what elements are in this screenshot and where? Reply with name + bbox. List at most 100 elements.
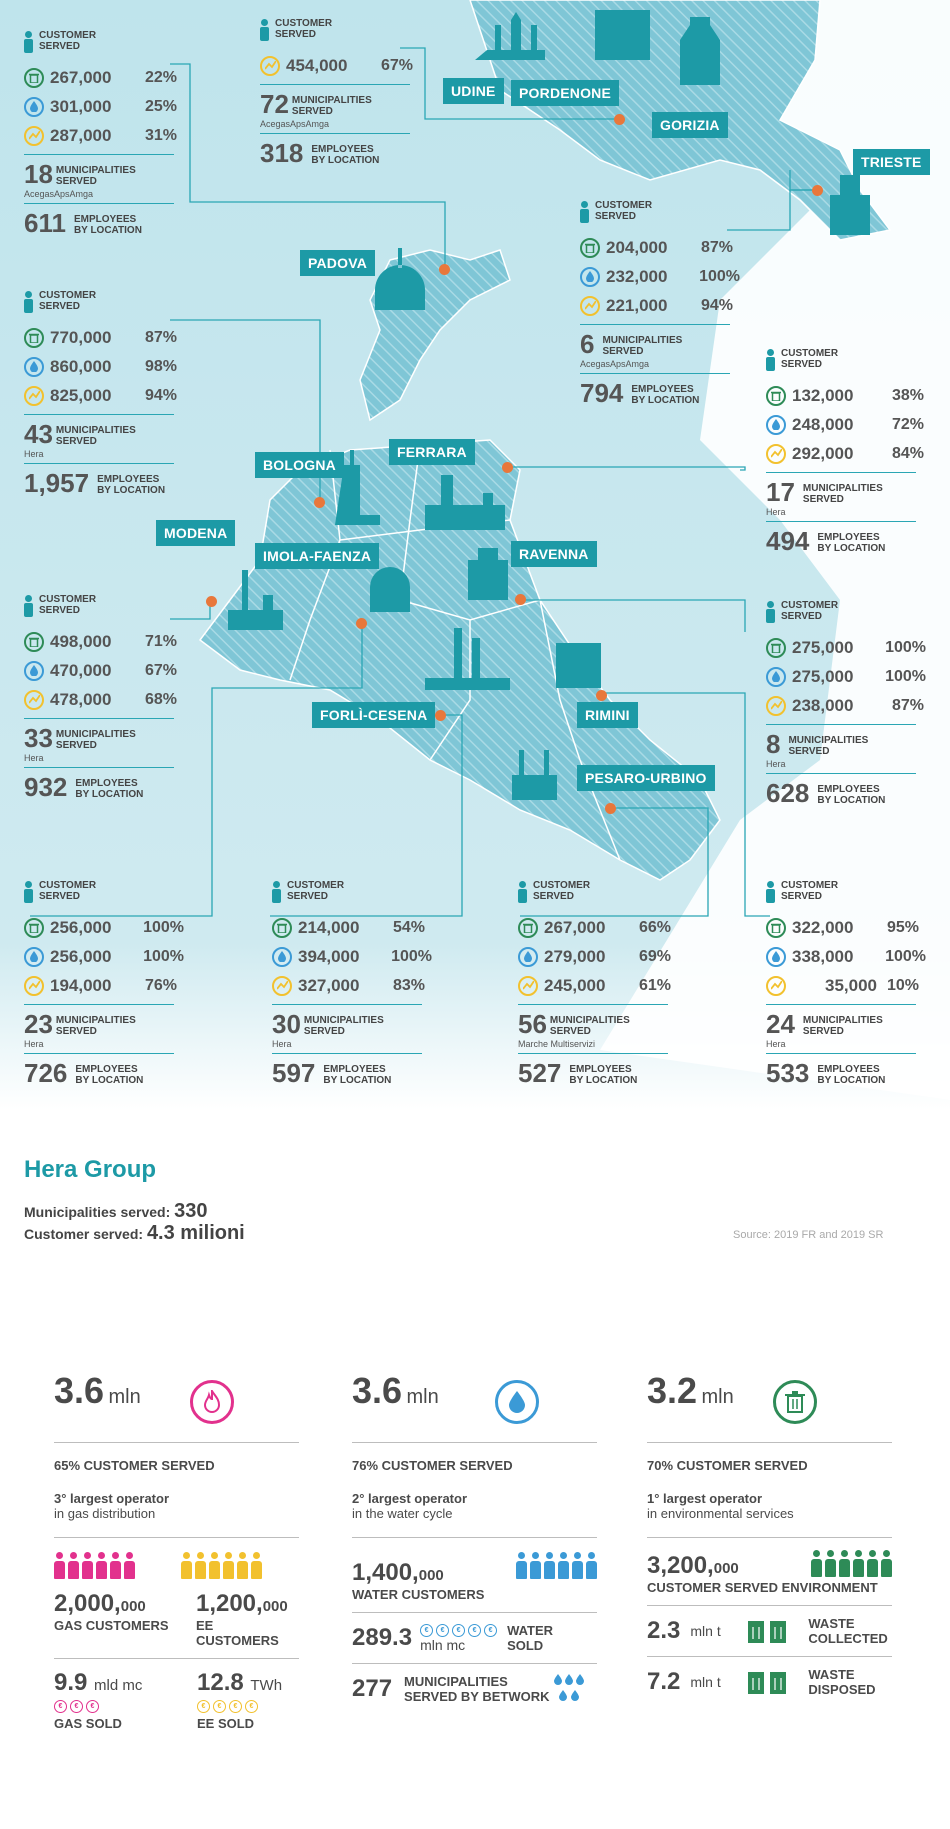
- monument-icons: [228, 10, 870, 800]
- city-tag-bologna: BOLOGNA: [255, 452, 344, 478]
- waste-row: 204,000 87%: [580, 233, 740, 262]
- gas-sold-label: GAS SOLD: [54, 1716, 122, 1731]
- municipalities-served: 23 MUNICIPALITIES SERVED: [24, 1009, 136, 1039]
- block-ravenna: CUSTOMER SERVED 275,000 100% 275,000 100% 2…: [766, 600, 926, 806]
- city-tag-imola-faenza: IMOLA-FAENZA: [255, 543, 380, 569]
- waste-row: 267,000 22%: [24, 63, 184, 92]
- water-drop-icon: [518, 946, 538, 967]
- waste-row: 132,000 38%: [766, 381, 926, 410]
- gas-customers-value: 2,000,000: [54, 1590, 146, 1617]
- waste-row: 256,000 100%: [24, 913, 184, 942]
- water-row: 338,000 100%: [766, 942, 926, 971]
- water-customers-people-icon: [516, 1552, 597, 1580]
- block-ferrara: CUSTOMER SERVED 132,000 38% 248,000 72% 292…: [766, 348, 926, 554]
- waste-bin-icon: [766, 385, 786, 406]
- waste-bin-icon: [24, 917, 44, 938]
- energy-icon: [766, 695, 786, 716]
- energy-icon: [260, 55, 280, 76]
- modena-dot: [206, 596, 217, 607]
- company-name: Hera: [766, 507, 786, 517]
- block-modena: CUSTOMER SERVED 498,000 71% 470,000 67% 478…: [24, 594, 184, 800]
- water-customers-label: WATER CUSTOMERS: [352, 1587, 485, 1602]
- company-name: AcegasApsAmga: [24, 189, 94, 199]
- forli-dot: [435, 710, 446, 721]
- water-sold-unit: mln mc: [420, 1636, 466, 1653]
- energy-row: 221,000 94%: [580, 291, 740, 320]
- waste-bin-icon: [766, 917, 786, 938]
- municipalities-served-total: Municipalities served: 330: [24, 1200, 208, 1222]
- water-share: 76% CUSTOMER SERVED: [352, 1458, 513, 1473]
- city-tag-gorizia: GORIZIA: [652, 112, 728, 138]
- energy-row: 238,000 87%: [766, 691, 926, 720]
- person-icon: [766, 349, 775, 371]
- water-row: 232,000 100%: [580, 262, 740, 291]
- waste-bin-icon: [272, 917, 292, 938]
- water-operator-rank: 2° largest operator: [352, 1491, 468, 1506]
- block-pordenone: CUSTOMER SERVED 454,000 67% 72 MUNICIPALITI…: [260, 18, 420, 166]
- employees-by-location: 1,957 EMPLOYEES BY LOCATION: [24, 468, 166, 498]
- company-name: Hera: [766, 759, 786, 769]
- customer-served-label: CUSTOMER SERVED: [766, 348, 926, 371]
- energy-icon: [580, 295, 600, 316]
- waste-bin-icon: [518, 917, 538, 938]
- city-tag-ravenna: RAVENNA: [511, 541, 597, 567]
- water-drop-icon: [766, 414, 786, 435]
- waste-column: 3.2 mln 70% CUSTOMER SERVED 1° largest o…: [647, 1370, 892, 1697]
- water-row: 275,000 100%: [766, 662, 926, 691]
- waste-disposed-unit: mln t: [690, 1674, 721, 1690]
- person-icon: [24, 881, 33, 903]
- municipalities-served: 24 MUNICIPALITIES SERVED: [766, 1009, 883, 1039]
- city-tag-modena: MODENA: [156, 520, 236, 546]
- water-sold-label: WATER SOLD: [507, 1623, 554, 1653]
- waste-bin-icon: [24, 631, 44, 652]
- municipalities-served: 56 MUNICIPALITIES SERVED: [518, 1009, 630, 1039]
- udine-dot: [614, 114, 625, 125]
- gas-operator-desc: in gas distribution: [54, 1506, 156, 1521]
- ee-customers-label: EE CUSTOMERS: [195, 1618, 279, 1648]
- customer-served-label: CUSTOMER SERVED: [766, 600, 926, 623]
- energy-icon: [766, 975, 786, 996]
- employees-by-location: 611 EMPLOYEES BY LOCATION: [24, 208, 142, 238]
- gas-share: 65% CUSTOMER SERVED: [54, 1458, 215, 1473]
- person-icon: [518, 881, 527, 903]
- waste-collected-value: 2.3: [647, 1617, 681, 1644]
- customer-served-label: CUSTOMER SERVED: [272, 880, 432, 903]
- municipalities-served: 72 MUNICIPALITIES SERVED: [260, 89, 372, 119]
- energy-row: 327,000 83%: [272, 971, 432, 1000]
- energy-icon: [518, 975, 538, 996]
- water-municipalities-label: MUNICIPALITIES SERVED BY BETWORK: [404, 1674, 550, 1704]
- block-udine: CUSTOMER SERVED 267,000 22% 301,000 25% 287…: [24, 30, 184, 236]
- employees-by-location: 794 EMPLOYEES BY LOCATION: [580, 378, 700, 408]
- water-coins-icon: € € € € €: [420, 1623, 498, 1637]
- waste-customers-people-icon: [811, 1550, 892, 1578]
- ee-sold-value: 12.8 TWh: [197, 1669, 283, 1696]
- water-drop-icon: [766, 946, 786, 967]
- city-tag-padova: PADOVA: [300, 250, 376, 276]
- block-bologna: CUSTOMER SERVED 770,000 87% 860,000 98% 825…: [24, 290, 184, 496]
- waste-row: 214,000 54%: [272, 913, 432, 942]
- waste-collected-unit: mln t: [690, 1623, 721, 1639]
- energy-row: 292,000 84%: [766, 439, 926, 468]
- hera-group-title: Hera Group: [24, 1156, 157, 1183]
- waste-operator-desc: in environmental services: [647, 1506, 794, 1521]
- water-sold-value: 289.3: [352, 1624, 413, 1651]
- energy-row: 245,000 61%: [518, 971, 678, 1000]
- water-drop-icon: [24, 96, 44, 117]
- person-icon: [766, 881, 775, 903]
- customer-served-label: CUSTOMER SERVED: [24, 290, 184, 313]
- city-tag-ferrara: FERRARA: [389, 439, 475, 465]
- city-tag-pesaro-urbino: PESARO-URBINO: [577, 765, 715, 791]
- customer-served-label: CUSTOMER SERVED: [24, 880, 184, 903]
- energy-icon: [24, 975, 44, 996]
- city-tag-trieste: TRIESTE: [853, 149, 930, 175]
- employees-by-location: 318 EMPLOYEES BY LOCATION: [260, 138, 380, 168]
- company-name: Hera: [24, 1039, 44, 1049]
- bologna-dot: [314, 497, 325, 508]
- water-column: 3.6 mln 76% CUSTOMER SERVED 2° largest o…: [352, 1370, 597, 1704]
- waste-row: 498,000 71%: [24, 627, 184, 656]
- city-tag-pordenone: PORDENONE: [511, 80, 620, 106]
- water-row: 301,000 25%: [24, 92, 184, 121]
- customer-served-label: CUSTOMER SERVED: [260, 18, 420, 41]
- waste-bin-icon: [24, 67, 44, 88]
- waste-row: 267,000 66%: [518, 913, 678, 942]
